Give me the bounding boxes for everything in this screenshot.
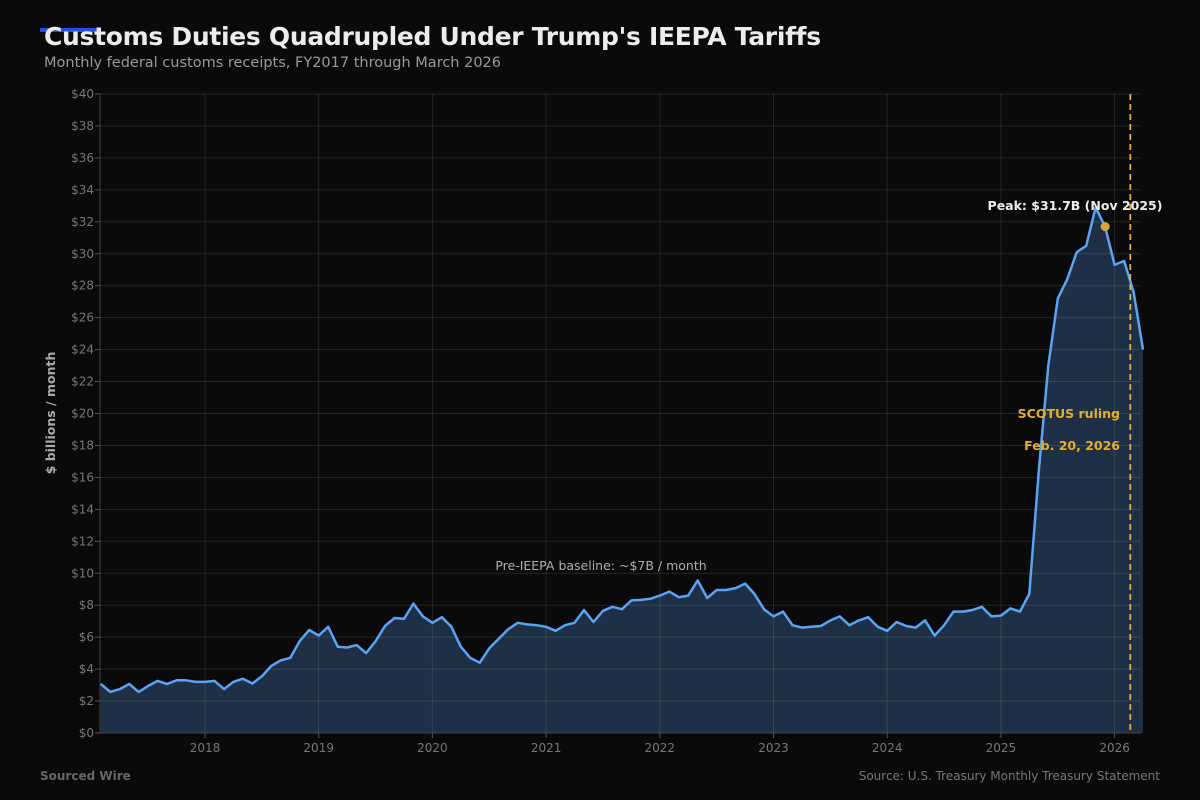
chart-subtitle: Monthly federal customs receipts, FY2017… xyxy=(44,55,502,71)
peak-marker xyxy=(1100,222,1110,232)
series-line xyxy=(100,206,1145,694)
y-tick-label: $24 xyxy=(71,343,94,357)
y-axis-label: $ billions / month xyxy=(43,352,58,475)
y-tick-label: $34 xyxy=(71,183,94,197)
y-tick-label: $6 xyxy=(79,630,94,644)
x-tick-label: 2024 xyxy=(872,741,903,755)
source-note: Source: U.S. Treasury Monthly Treasury S… xyxy=(858,769,1160,783)
y-tick-label: $28 xyxy=(71,279,94,293)
series-area xyxy=(100,207,1144,733)
x-tick-label: 2022 xyxy=(645,741,676,755)
y-tick-label: $40 xyxy=(71,87,94,101)
x-tick-label: 2025 xyxy=(986,741,1017,755)
title-accent-bar xyxy=(40,28,100,32)
y-tick-label: $10 xyxy=(71,566,94,580)
y-tick-label: $36 xyxy=(71,151,94,165)
y-tick-label: $8 xyxy=(79,598,94,612)
x-tick-label: 2019 xyxy=(303,741,334,755)
y-tick-label: $2 xyxy=(79,694,94,708)
y-tick-label: $14 xyxy=(71,502,94,516)
y-tick-label: $22 xyxy=(71,375,94,389)
x-tick-label: 2018 xyxy=(190,741,221,755)
y-tick-label: $32 xyxy=(71,215,94,229)
y-tick-label: $20 xyxy=(71,407,94,421)
ruling-annotation-date: Feb. 20, 2026 xyxy=(1024,438,1120,453)
y-tick-label: $12 xyxy=(71,534,94,548)
y-tick-label: $30 xyxy=(71,247,94,261)
y-tick-label: $16 xyxy=(71,470,94,484)
ruling-annotation-title: SCOTUS ruling xyxy=(1018,406,1120,421)
x-tick-label: 2020 xyxy=(417,741,448,755)
y-tick-label: $0 xyxy=(79,726,94,740)
y-tick-label: $26 xyxy=(71,311,94,325)
y-tick-label: $18 xyxy=(71,438,94,452)
peak-annotation: Peak: $31.7B (Nov 2025) xyxy=(988,198,1163,213)
y-tick-label: $4 xyxy=(79,662,94,676)
y-tick-label: $38 xyxy=(71,119,94,133)
x-tick-label: 2026 xyxy=(1099,741,1130,755)
baseline-annotation: Pre-IEEPA baseline: ~$7B / month xyxy=(495,558,706,573)
brand-label: Sourced Wire xyxy=(40,769,131,783)
x-tick-label: 2023 xyxy=(758,741,789,755)
chart-title: Customs Duties Quadrupled Under Trump's … xyxy=(44,22,821,51)
x-tick-label: 2021 xyxy=(531,741,562,755)
